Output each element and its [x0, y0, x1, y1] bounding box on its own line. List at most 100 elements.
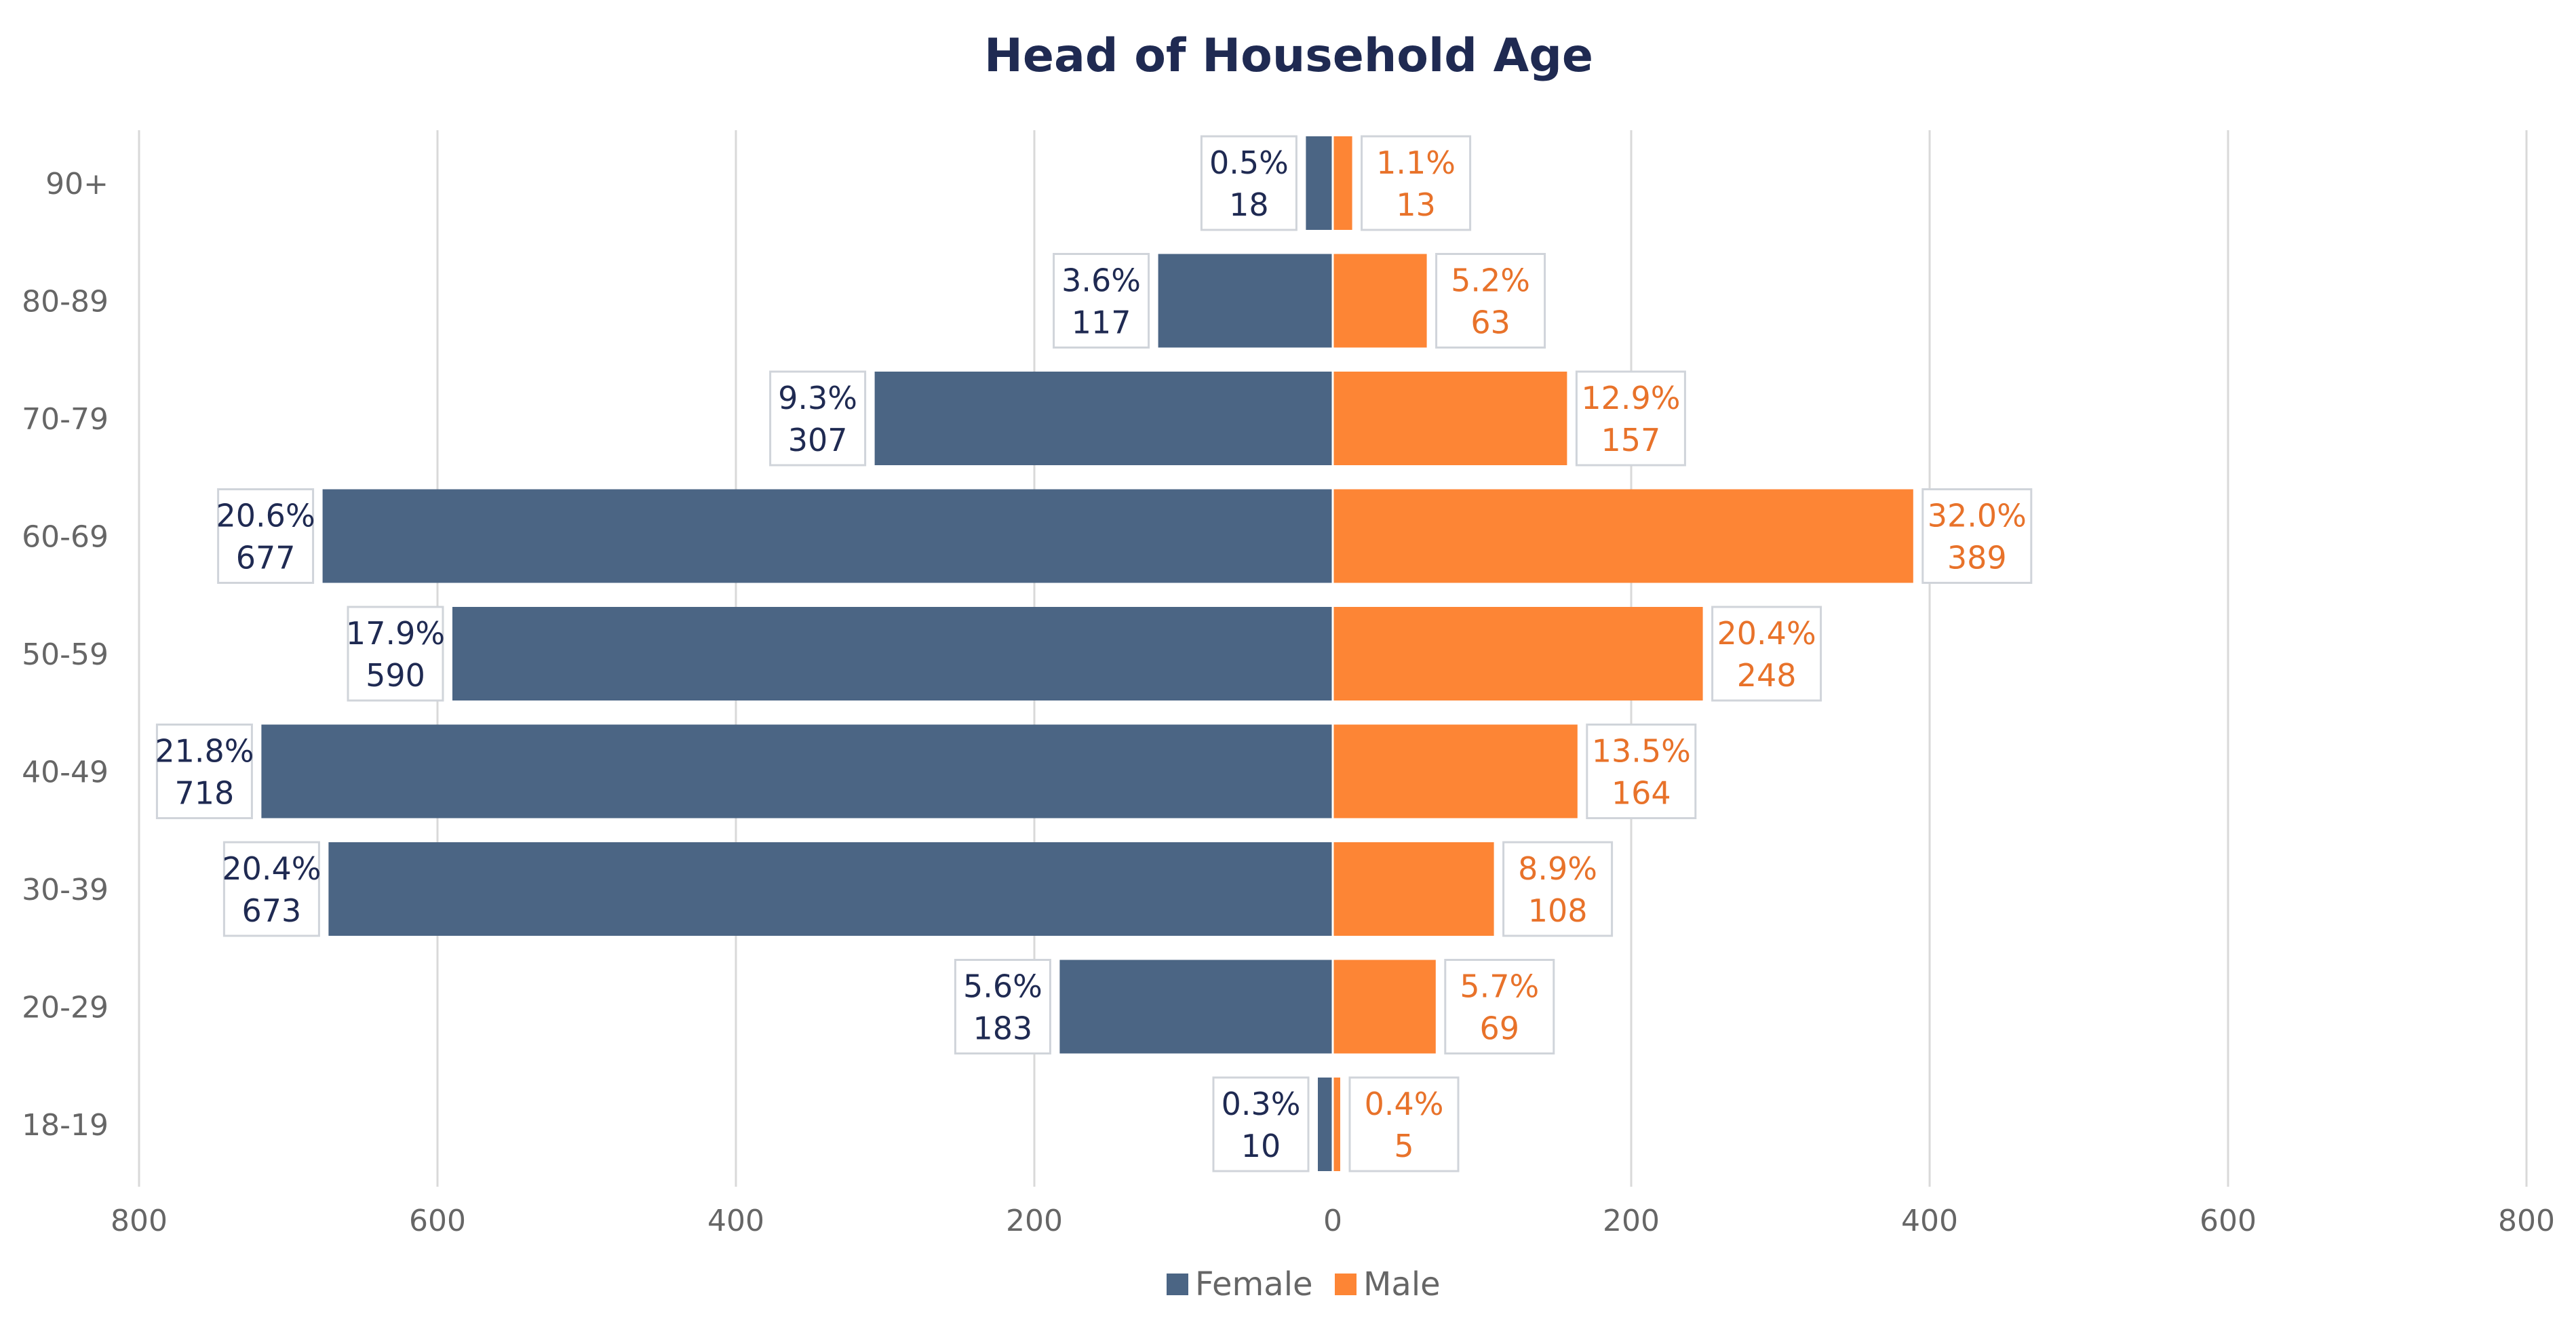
data-label-female-percent: 17.9% [346, 615, 445, 652]
data-label-male-percent: 8.9% [1518, 850, 1597, 887]
bar-female [328, 842, 1333, 936]
data-label-female-value: 18 [1229, 186, 1269, 223]
category-label: 30-39 [22, 873, 109, 907]
data-label-male-value: 164 [1612, 775, 1671, 812]
data-label-box-male [1435, 253, 1546, 349]
data-label-female-value: 677 [236, 540, 296, 576]
data-label-male-percent: 5.2% [1451, 262, 1530, 299]
bar-male [1333, 607, 1703, 700]
data-label-box-male [1711, 606, 1822, 702]
bars [261, 136, 1913, 1171]
category-label: 80-89 [22, 285, 109, 319]
bar-male [1333, 136, 1352, 230]
axes: 800 600 400 200 0 200 400 600 800 90+ 80-89 70-79 60… [22, 130, 2555, 1238]
category-label: 50-59 [22, 637, 109, 672]
data-label-male-percent: 0.4% [1365, 1086, 1444, 1122]
data-label-female-percent: 20.4% [222, 850, 321, 887]
data-label-box-female [217, 488, 315, 584]
data-label-male-percent: 1.1% [1376, 144, 1456, 181]
data-label-female-value: 673 [241, 892, 301, 929]
data-label-female-percent: 3.6% [1061, 262, 1141, 299]
bar-female [874, 372, 1333, 465]
bar-male [1333, 960, 1436, 1054]
bar-female [322, 489, 1333, 583]
chart-title: Head of Household Age [984, 29, 1593, 83]
bar-female [452, 607, 1333, 700]
data-label-box-male [1586, 724, 1697, 819]
category-label: 90+ [45, 167, 109, 201]
data-label-female-value: 183 [973, 1010, 1032, 1047]
data-label-female-percent: 9.3% [778, 380, 857, 416]
data-label-female-value: 307 [788, 422, 848, 458]
bar-male [1333, 842, 1494, 936]
legend: Female Male [1167, 1265, 1441, 1303]
data-label-box-male [1444, 959, 1555, 1054]
data-labels: 0.5% 18 1.1% 13 3.6% 117 5.2% 63 9.3% 307 12.9% 157… [155, 135, 2033, 1172]
data-label-male-percent: 20.4% [1717, 615, 1816, 652]
bar-female [1059, 960, 1333, 1054]
data-label-female-percent: 20.6% [216, 498, 315, 534]
data-label-male-value: 108 [1528, 892, 1588, 929]
bar-male [1333, 372, 1567, 465]
x-tick-label: 800 [2498, 1204, 2555, 1238]
data-label-box-male [1348, 1076, 1460, 1172]
data-label-male-value: 63 [1470, 304, 1510, 341]
data-label-female-value: 718 [174, 775, 234, 812]
data-label-box-female [769, 370, 867, 467]
data-label-male-value: 389 [1947, 540, 2007, 576]
x-tick-label: 800 [111, 1204, 168, 1238]
data-label-female-value: 117 [1072, 304, 1131, 341]
data-label-female-value: 590 [366, 657, 425, 694]
data-label-male-percent: 13.5% [1592, 733, 1691, 770]
bar-male [1333, 724, 1578, 818]
data-label-male-value: 5 [1394, 1128, 1413, 1164]
legend-label-male: Male [1363, 1265, 1441, 1303]
data-label-male-percent: 32.0% [1928, 498, 2027, 534]
data-label-box-male [1502, 841, 1614, 937]
data-label-male-percent: 12.9% [1581, 380, 1680, 416]
data-label-box-female [1053, 253, 1150, 349]
bar-male [1333, 254, 1427, 348]
bar-male [1333, 1078, 1340, 1171]
category-label: 20-29 [22, 991, 109, 1025]
data-label-box-male [1361, 135, 1472, 231]
data-label-box-female [1212, 1076, 1310, 1172]
x-tick-label: 400 [1901, 1204, 1958, 1238]
x-tick-label: 600 [409, 1204, 466, 1238]
data-label-female-percent: 0.3% [1222, 1086, 1301, 1122]
x-tick-label: 0 [1323, 1204, 1342, 1238]
data-label-male-percent: 5.7% [1460, 968, 1539, 1005]
bar-female [1318, 1078, 1333, 1171]
bar-female [261, 724, 1333, 818]
data-label-box-female [347, 606, 444, 702]
data-label-female-percent: 21.8% [155, 733, 254, 770]
bar-female [1158, 254, 1333, 348]
data-label-female-value: 10 [1241, 1128, 1281, 1164]
data-label-box-male [1921, 488, 2033, 584]
legend-swatch-female [1167, 1274, 1188, 1295]
legend-label-female: Female [1195, 1265, 1313, 1303]
legend-swatch-male [1335, 1274, 1357, 1295]
data-label-male-value: 157 [1601, 422, 1660, 458]
data-label-female-percent: 5.6% [963, 968, 1042, 1005]
data-label-box-female [222, 841, 320, 937]
data-label-box-female [155, 724, 253, 819]
data-label-male-value: 13 [1396, 186, 1436, 223]
x-tick-label: 400 [707, 1204, 764, 1238]
category-label: 18-19 [22, 1108, 109, 1143]
data-label-box-female [954, 959, 1051, 1054]
data-label-male-value: 69 [1480, 1010, 1520, 1047]
data-label-box-female [1200, 135, 1297, 231]
x-tick-label: 200 [1603, 1204, 1660, 1238]
data-label-box-male [1575, 370, 1686, 467]
bar-male [1333, 489, 1913, 583]
bar-female [1306, 136, 1333, 230]
data-label-female-percent: 0.5% [1209, 144, 1289, 181]
data-label-male-value: 248 [1737, 657, 1797, 694]
x-tick-label: 200 [1006, 1204, 1063, 1238]
category-label: 70-79 [22, 402, 109, 437]
category-label: 60-69 [22, 520, 109, 555]
category-label: 40-49 [22, 755, 109, 790]
